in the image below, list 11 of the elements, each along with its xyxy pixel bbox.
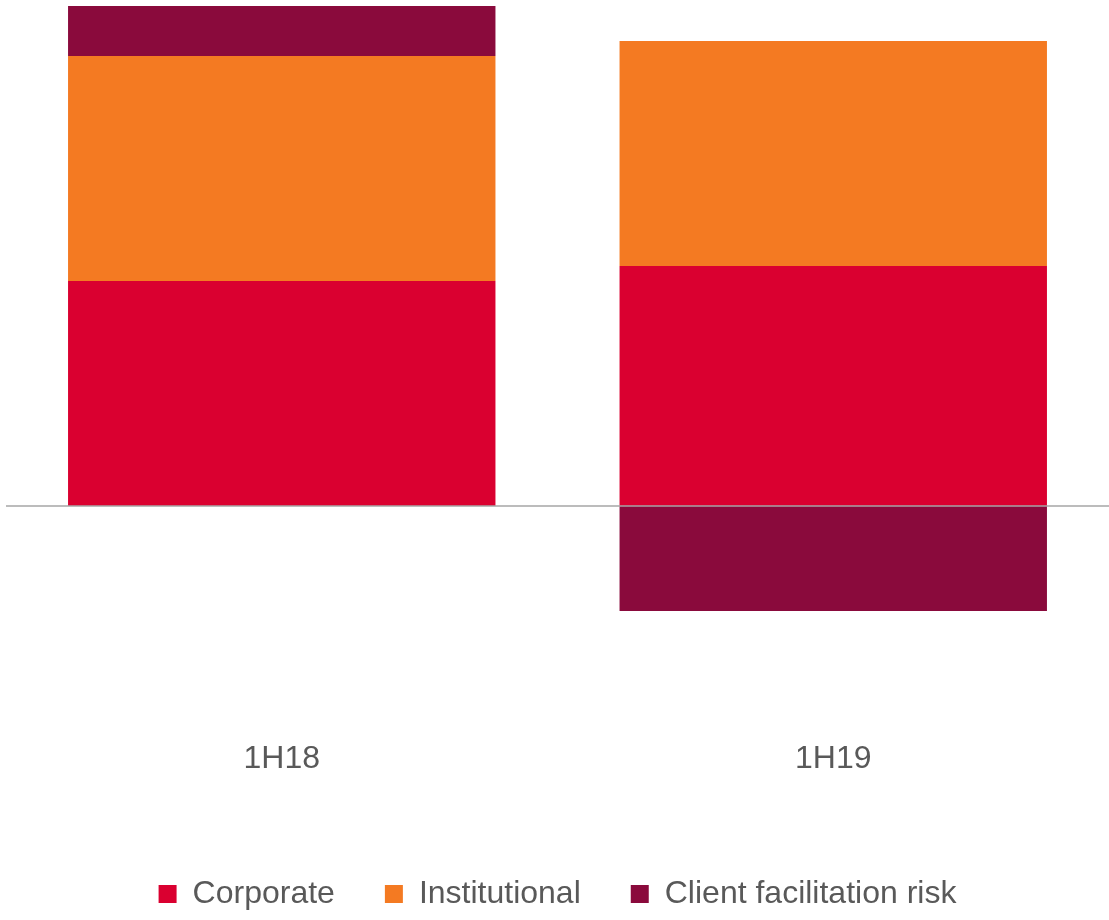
x-tick-label: 1H18 (243, 738, 320, 775)
bar (68, 56, 496, 281)
legend-label: Corporate (192, 873, 335, 910)
legend-label: Client facilitation risk (664, 873, 958, 910)
bar (619, 505, 1047, 611)
bar (619, 265, 1047, 506)
bar (619, 41, 1047, 266)
legend-label: Institutional (418, 873, 581, 910)
bar (68, 280, 496, 506)
x-tick-label: 1H19 (795, 738, 872, 775)
bar (68, 6, 496, 56)
